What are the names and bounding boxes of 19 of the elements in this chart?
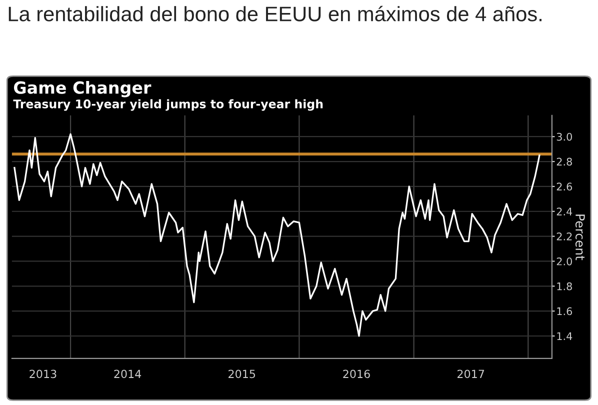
x-tick-label: 2014 bbox=[114, 370, 142, 378]
y-axis-title: Percent bbox=[576, 214, 585, 260]
x-tick-label: 2015 bbox=[228, 370, 256, 378]
x-tick-label: 2017 bbox=[458, 370, 484, 378]
y-tick-label: 3.0 bbox=[556, 132, 572, 141]
chart-subtitle: Treasury 10-year yield jumps to four-year high bbox=[13, 99, 323, 111]
text: La rentabilidad del bono de EEUU en máximos de 4 años. bbox=[8, 6, 542, 22]
y-tick-label: 2.6 bbox=[556, 182, 572, 191]
y-tick-label: 1.4 bbox=[557, 332, 572, 340]
y-tick-label: 2.0 bbox=[556, 257, 572, 266]
chart-title: Game Changer bbox=[14, 81, 152, 98]
line-series bbox=[14, 133, 540, 337]
x-tick-label: 2013 bbox=[30, 370, 56, 378]
y-tick-label: 1.8 bbox=[557, 282, 572, 290]
y-tick-label: 2.8 bbox=[556, 158, 572, 166]
y-tick-label: 2.4 bbox=[556, 208, 572, 216]
y-tick-label: 2.2 bbox=[556, 232, 572, 240]
x-tick-label: 2016 bbox=[343, 370, 370, 378]
y-tick-label: 1.6 bbox=[557, 307, 572, 316]
